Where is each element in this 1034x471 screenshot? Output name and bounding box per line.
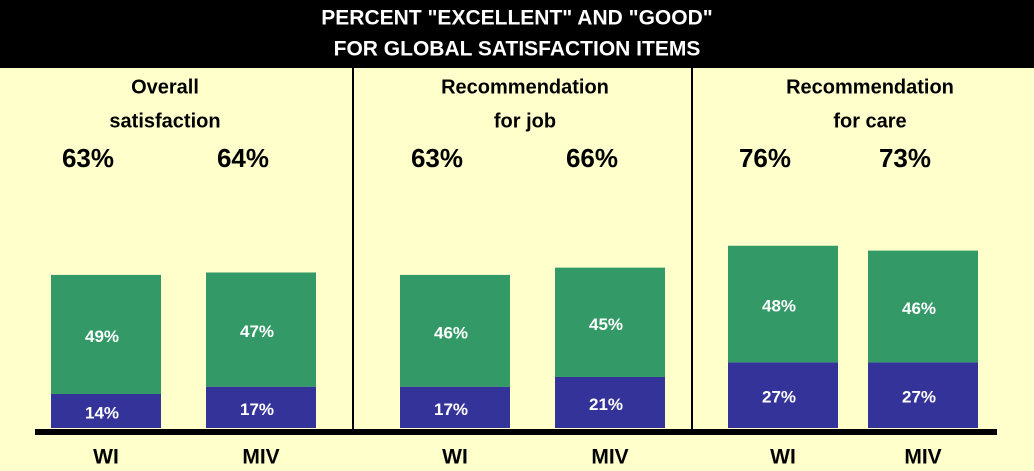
category-label: WI <box>770 446 796 469</box>
total-label: 66% <box>566 143 618 173</box>
value-label: 17% <box>434 400 468 419</box>
bar-segment <box>868 362 978 428</box>
bar-segment <box>728 362 838 428</box>
value-label: 48% <box>762 297 796 316</box>
value-label: 45% <box>589 315 623 334</box>
chart-title: FOR GLOBAL SATISFACTION ITEMS <box>334 38 701 61</box>
value-label: 46% <box>434 323 468 342</box>
value-label: 21% <box>589 395 623 414</box>
value-label: 14% <box>85 403 119 422</box>
group-label: for care <box>833 110 906 132</box>
bar-segment <box>400 274 510 387</box>
category-label: WI <box>93 446 119 469</box>
value-label: 17% <box>240 400 274 419</box>
group-label: satisfaction <box>109 110 220 132</box>
category-label: MIV <box>904 446 941 469</box>
total-label: 64% <box>217 143 269 173</box>
bar-segment <box>206 272 316 387</box>
bar-segment <box>206 386 316 428</box>
bar-segment <box>868 250 978 363</box>
bar-segment <box>51 393 161 428</box>
category-label: MIV <box>591 446 628 469</box>
bar-segment <box>728 245 838 363</box>
bar-segment <box>400 386 510 428</box>
group-label: Recommendation <box>441 76 609 98</box>
total-label: 76% <box>739 143 791 173</box>
category-label: WI <box>442 446 468 469</box>
category-label: MIV <box>242 446 279 469</box>
value-label: 47% <box>240 322 274 341</box>
total-label: 63% <box>62 143 114 173</box>
total-label: 73% <box>879 143 931 173</box>
group-label: Overall <box>131 76 199 98</box>
group-label: for job <box>494 110 556 132</box>
bar-segment <box>555 267 665 377</box>
total-label: 63% <box>411 143 463 173</box>
value-label: 46% <box>902 299 936 318</box>
bar-segment <box>51 274 161 394</box>
value-label: 49% <box>85 327 119 346</box>
chart-title: PERCENT "EXCELLENT" AND "GOOD" <box>321 7 712 30</box>
value-label: 27% <box>762 388 796 407</box>
bar-segment <box>555 376 665 428</box>
title-band <box>0 0 1034 68</box>
value-label: 27% <box>902 388 936 407</box>
group-label: Recommendation <box>786 76 954 98</box>
